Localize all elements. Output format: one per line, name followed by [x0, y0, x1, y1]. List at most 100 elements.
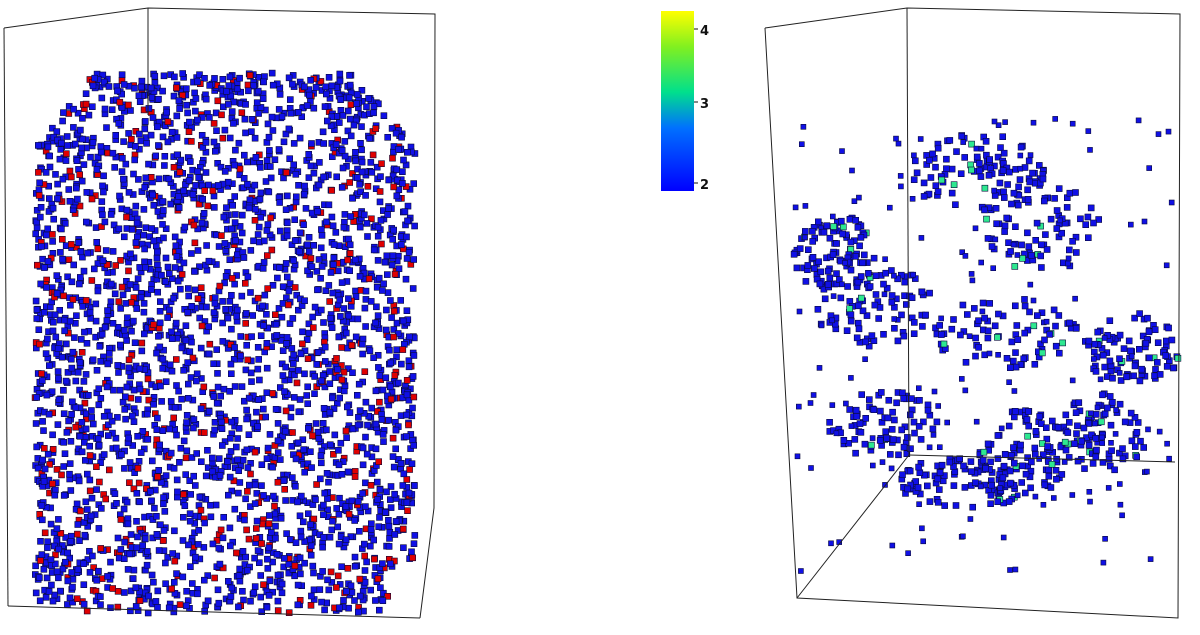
particle [176, 601, 184, 608]
particle [301, 559, 308, 567]
particle [910, 330, 918, 338]
particle [245, 87, 252, 95]
particle [64, 549, 71, 557]
particle [356, 592, 364, 600]
particle [191, 268, 198, 275]
particle [263, 157, 271, 164]
particle [282, 206, 290, 213]
particle [375, 606, 383, 614]
particle [144, 375, 152, 383]
particle [382, 326, 390, 334]
particle [395, 379, 402, 387]
particle [286, 280, 294, 287]
particle [44, 538, 51, 546]
particle [117, 257, 124, 264]
particle [802, 234, 808, 241]
particle [118, 168, 126, 175]
particle [362, 287, 370, 295]
particle [43, 574, 51, 582]
particle [985, 172, 993, 179]
particle [115, 225, 123, 233]
particle [391, 270, 399, 278]
particle [290, 161, 298, 169]
particle [403, 149, 411, 156]
particle [391, 371, 399, 379]
particle [1174, 354, 1182, 362]
particle [360, 540, 368, 548]
particle [170, 414, 177, 422]
particle [224, 314, 232, 322]
particle [88, 407, 95, 414]
particle [144, 548, 151, 555]
particle [332, 141, 340, 148]
particle [311, 390, 318, 398]
particle [390, 463, 398, 471]
particle [280, 138, 288, 146]
particle [798, 568, 804, 574]
particle [929, 425, 937, 433]
particle [1007, 248, 1014, 255]
particle [895, 140, 902, 147]
particle [263, 603, 271, 611]
particle [260, 492, 267, 499]
particle [1168, 199, 1175, 206]
particle [51, 491, 59, 499]
particle [62, 150, 70, 157]
particle [295, 182, 302, 189]
particle [995, 122, 1002, 128]
particle [1168, 336, 1176, 344]
particle [829, 317, 835, 324]
particle [957, 331, 964, 339]
particle [378, 240, 385, 248]
particle [802, 278, 810, 285]
particle [50, 215, 58, 223]
particle [170, 294, 177, 302]
particle [1010, 241, 1017, 248]
particle [869, 435, 876, 441]
particle [176, 105, 183, 112]
particle [386, 560, 394, 568]
particle [38, 377, 46, 384]
particle [57, 146, 65, 153]
particle [340, 597, 347, 604]
particle [140, 206, 148, 213]
particle [173, 84, 180, 92]
particle [344, 468, 352, 476]
particle [276, 384, 284, 391]
particle [103, 124, 110, 131]
particle [181, 502, 189, 510]
particle [158, 398, 165, 405]
particle [164, 263, 172, 271]
particle [1047, 484, 1055, 491]
particle [245, 204, 253, 212]
particle [275, 146, 283, 153]
particle [992, 205, 1000, 212]
particle [345, 365, 352, 372]
particle [37, 204, 45, 211]
particle [990, 265, 997, 272]
particle [226, 297, 234, 305]
particle [856, 420, 864, 427]
particle [792, 204, 799, 211]
particle [76, 359, 84, 366]
particle [830, 223, 837, 230]
particle [274, 607, 282, 614]
particle [1012, 566, 1019, 573]
particle [92, 300, 100, 308]
particle [316, 475, 324, 483]
particle [151, 79, 159, 87]
particle [32, 589, 40, 597]
particle [267, 174, 275, 182]
particle [288, 442, 296, 450]
particle [380, 112, 388, 119]
particle [287, 110, 295, 117]
particle [219, 442, 226, 449]
particle [826, 274, 834, 282]
particle [217, 163, 225, 171]
particle [377, 217, 385, 224]
particle [84, 249, 91, 257]
particle [271, 510, 279, 518]
particle [214, 97, 222, 105]
particle [393, 166, 401, 173]
particle [283, 232, 291, 240]
